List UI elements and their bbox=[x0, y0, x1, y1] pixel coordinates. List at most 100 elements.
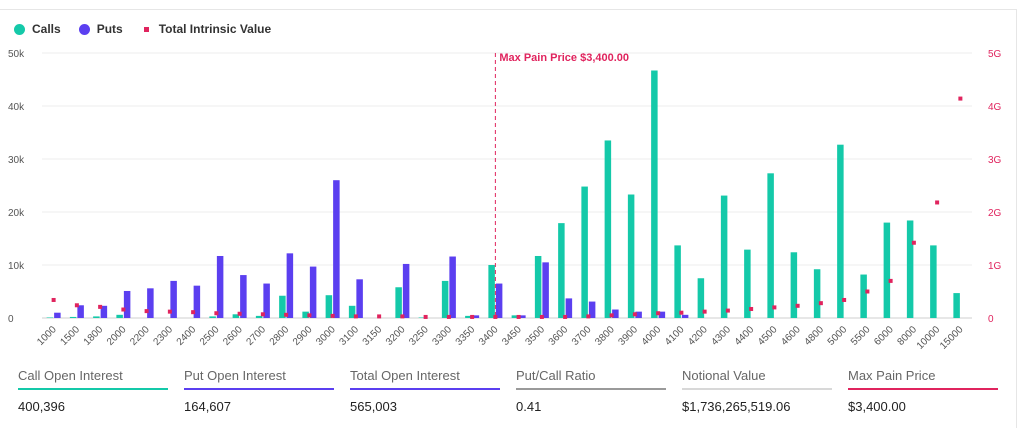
calls-bar bbox=[651, 70, 658, 319]
intrinsic-point bbox=[377, 314, 382, 319]
puts-bar bbox=[263, 283, 270, 318]
puts-bar bbox=[54, 312, 61, 318]
intrinsic-point bbox=[725, 308, 730, 313]
puts-bar bbox=[240, 275, 247, 318]
y-left-tick-label: 40k bbox=[8, 102, 25, 113]
x-tick-label: 3100 bbox=[337, 324, 361, 348]
intrinsic-point bbox=[935, 200, 940, 205]
stat-notional-value: Notional Value $1,736,265,519.06 bbox=[682, 368, 832, 414]
x-tick-label: 4400 bbox=[733, 324, 757, 348]
right-divider bbox=[1016, 9, 1017, 428]
legend-label-intrinsic: Total Intrinsic Value bbox=[158, 22, 272, 36]
puts-bar bbox=[333, 180, 340, 318]
summary-stats: Call Open Interest 400,396 Put Open Inte… bbox=[18, 368, 998, 414]
stat-call-open-interest: Call Open Interest 400,396 bbox=[18, 368, 168, 414]
calls-bar bbox=[720, 195, 728, 318]
stat-underline bbox=[682, 388, 832, 390]
calls-bar bbox=[348, 305, 356, 318]
x-tick-label: 3350 bbox=[454, 324, 478, 348]
intrinsic-point bbox=[865, 289, 870, 294]
x-tick-label: 3800 bbox=[593, 324, 617, 348]
intrinsic-point bbox=[260, 312, 265, 317]
x-tick-label: 3150 bbox=[361, 324, 385, 348]
legend-item-calls[interactable]: Calls bbox=[14, 22, 61, 36]
puts-bar bbox=[170, 280, 177, 318]
x-tick-label: 3500 bbox=[523, 324, 547, 348]
x-tick-label: 4100 bbox=[663, 324, 687, 348]
stat-total-open-interest: Total Open Interest 565,003 bbox=[350, 368, 500, 414]
stat-value: $1,736,265,519.06 bbox=[682, 399, 791, 414]
x-tick-label: 5000 bbox=[826, 324, 850, 348]
intrinsic-point bbox=[679, 310, 684, 315]
calls-bar bbox=[534, 255, 542, 318]
stat-label: Put Open Interest bbox=[184, 368, 286, 383]
intrinsic-point bbox=[400, 314, 405, 319]
calls-bar bbox=[46, 317, 54, 318]
x-tick-label: 2600 bbox=[221, 324, 245, 348]
legend-label-puts: Puts bbox=[96, 22, 123, 36]
x-tick-label: 6000 bbox=[872, 324, 896, 348]
x-tick-label: 2200 bbox=[128, 324, 152, 348]
x-tick-label: 2500 bbox=[198, 324, 222, 348]
intrinsic-point bbox=[98, 304, 103, 309]
calls-bar bbox=[558, 223, 565, 318]
stat-underline bbox=[516, 388, 666, 390]
intrinsic-point bbox=[563, 314, 568, 319]
calls-bar bbox=[837, 144, 844, 318]
calls-bar bbox=[232, 314, 240, 318]
calls-bar bbox=[883, 222, 891, 318]
puts-swatch-icon bbox=[78, 23, 90, 35]
calls-bar bbox=[860, 274, 867, 318]
x-tick-label: 2900 bbox=[291, 324, 315, 348]
x-tick-label: 3300 bbox=[430, 324, 454, 348]
calls-bar bbox=[953, 293, 960, 318]
intrinsic-point bbox=[51, 297, 56, 302]
top-divider bbox=[0, 9, 1016, 10]
calls-bar bbox=[627, 194, 635, 318]
calls-bar bbox=[325, 295, 333, 318]
stat-put-call-ratio: Put/Call Ratio 0.41 bbox=[516, 368, 666, 414]
intrinsic-point bbox=[353, 314, 358, 319]
puts-bar bbox=[588, 301, 596, 318]
stat-value: 400,396 bbox=[18, 399, 65, 414]
x-tick-label: 1500 bbox=[58, 324, 82, 348]
stat-label: Max Pain Price bbox=[848, 368, 936, 383]
x-tick-label: 2000 bbox=[105, 324, 129, 348]
puts-bar bbox=[449, 256, 456, 318]
calls-bar bbox=[279, 295, 286, 318]
calls-bar bbox=[813, 269, 821, 318]
y-right-tick-label: 4G bbox=[988, 102, 1002, 113]
puts-bar bbox=[123, 290, 131, 318]
legend-item-intrinsic[interactable]: Total Intrinsic Value bbox=[141, 22, 271, 36]
x-tick-label: 4300 bbox=[709, 324, 733, 348]
intrinsic-point bbox=[539, 314, 544, 319]
calls-bar bbox=[697, 278, 705, 318]
x-tick-label: 3000 bbox=[314, 324, 338, 348]
intrinsic-swatch-icon bbox=[143, 26, 149, 32]
stat-underline bbox=[350, 388, 500, 390]
y-right-tick-label: 1G bbox=[988, 261, 1002, 272]
intrinsic-point bbox=[772, 305, 777, 310]
intrinsic-point bbox=[818, 301, 823, 306]
intrinsic-point bbox=[191, 310, 196, 315]
x-tick-label: 3600 bbox=[547, 324, 571, 348]
stat-value: $3,400.00 bbox=[848, 399, 906, 414]
calls-swatch-icon bbox=[14, 23, 25, 35]
intrinsic-point bbox=[307, 313, 312, 318]
legend-item-puts[interactable]: Puts bbox=[78, 22, 123, 36]
puts-bar bbox=[100, 305, 108, 318]
y-right-tick-label: 5G bbox=[988, 49, 1002, 60]
calls-bar bbox=[930, 245, 937, 318]
x-tick-label: 2800 bbox=[268, 324, 292, 348]
calls-bar bbox=[674, 245, 681, 318]
puts-bar bbox=[147, 288, 154, 318]
x-tick-label: 3250 bbox=[407, 324, 431, 348]
x-tick-label: 4200 bbox=[686, 324, 710, 348]
x-tick-label: 5500 bbox=[849, 324, 873, 348]
stat-value: 164,607 bbox=[184, 399, 231, 414]
calls-bar bbox=[581, 186, 588, 318]
calls-bar bbox=[488, 265, 495, 318]
x-tick-label: 4800 bbox=[802, 324, 826, 348]
